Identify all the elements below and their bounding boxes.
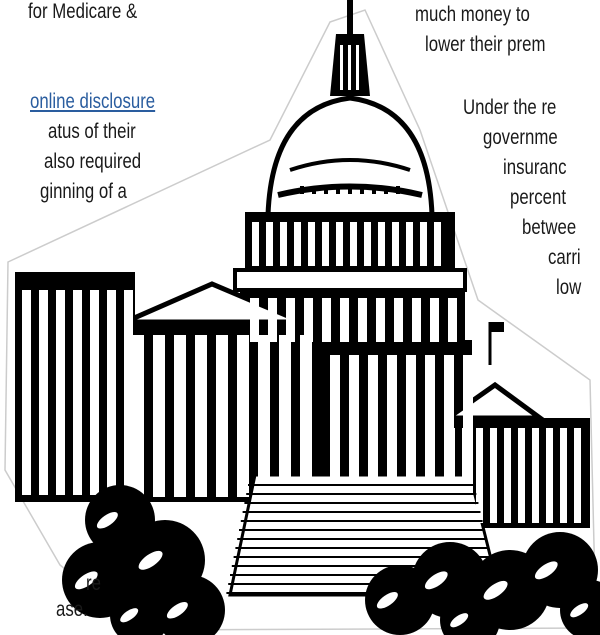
column — [358, 298, 367, 342]
column — [300, 335, 312, 497]
column — [174, 335, 186, 497]
column — [195, 335, 207, 497]
column — [330, 355, 340, 505]
spire — [347, 0, 353, 34]
drum-ledge — [235, 270, 465, 290]
column — [378, 222, 385, 266]
text-line: percent — [510, 186, 566, 210]
column — [574, 428, 581, 523]
dome-window — [300, 186, 304, 194]
text-line: for Medicare & — [28, 0, 137, 24]
column — [153, 335, 165, 497]
text-line: Under the re — [463, 96, 556, 120]
column — [448, 428, 455, 523]
dome-window — [312, 186, 316, 194]
column — [107, 290, 116, 495]
column — [266, 222, 273, 266]
column — [252, 222, 259, 266]
column — [412, 298, 421, 342]
column — [308, 222, 315, 266]
dome-window — [348, 186, 352, 194]
column — [560, 428, 567, 523]
column — [348, 45, 351, 90]
column — [504, 428, 511, 523]
dome-window — [336, 186, 340, 194]
column — [394, 298, 403, 342]
text-line: atus of their — [48, 120, 136, 144]
text-line: much money to — [415, 3, 530, 27]
text-line: ase. — [56, 598, 88, 622]
link[interactable]: online disclosure — [30, 90, 155, 114]
dome-window — [324, 186, 328, 194]
column — [518, 428, 525, 523]
text-line: low — [556, 276, 581, 300]
column — [546, 428, 553, 523]
column — [340, 45, 343, 90]
column — [448, 298, 457, 342]
column — [368, 355, 378, 505]
column — [406, 222, 413, 266]
column — [420, 222, 427, 266]
column — [280, 222, 287, 266]
column — [124, 290, 133, 495]
flag — [490, 322, 504, 332]
column — [336, 222, 343, 266]
column — [392, 222, 399, 266]
column — [364, 222, 371, 266]
column — [39, 290, 48, 495]
column — [22, 290, 31, 495]
column — [430, 298, 439, 342]
column — [350, 222, 357, 266]
column — [490, 428, 497, 523]
column — [387, 355, 397, 505]
column — [322, 222, 329, 266]
text-line: ginning of a — [40, 180, 127, 204]
text-line: re — [86, 572, 101, 596]
column — [356, 45, 359, 90]
page: for Medicare & online disclosure atus of… — [0, 0, 600, 635]
text-line: insuranc — [503, 156, 567, 180]
column — [425, 355, 435, 505]
text-line: also required — [44, 150, 141, 174]
column — [476, 428, 483, 523]
column — [406, 355, 416, 505]
column — [250, 298, 259, 342]
text-line: governme — [483, 126, 558, 150]
column — [279, 335, 291, 497]
column — [322, 298, 331, 342]
column — [376, 298, 385, 342]
column — [90, 290, 99, 495]
column — [294, 222, 301, 266]
column — [532, 428, 539, 523]
dome-window — [384, 186, 388, 194]
text-line: carri — [548, 246, 581, 270]
text-line: lower their prem — [425, 33, 545, 57]
column — [462, 428, 469, 523]
column — [216, 335, 228, 497]
column — [434, 222, 441, 266]
column — [340, 298, 349, 342]
text-line: betwee — [522, 216, 576, 240]
column — [258, 335, 270, 497]
column — [349, 355, 359, 505]
column — [132, 335, 144, 497]
column — [56, 290, 65, 495]
column — [73, 290, 82, 495]
dome-window — [396, 186, 400, 194]
dome-window — [372, 186, 376, 194]
column — [237, 335, 249, 497]
dome-window — [360, 186, 364, 194]
